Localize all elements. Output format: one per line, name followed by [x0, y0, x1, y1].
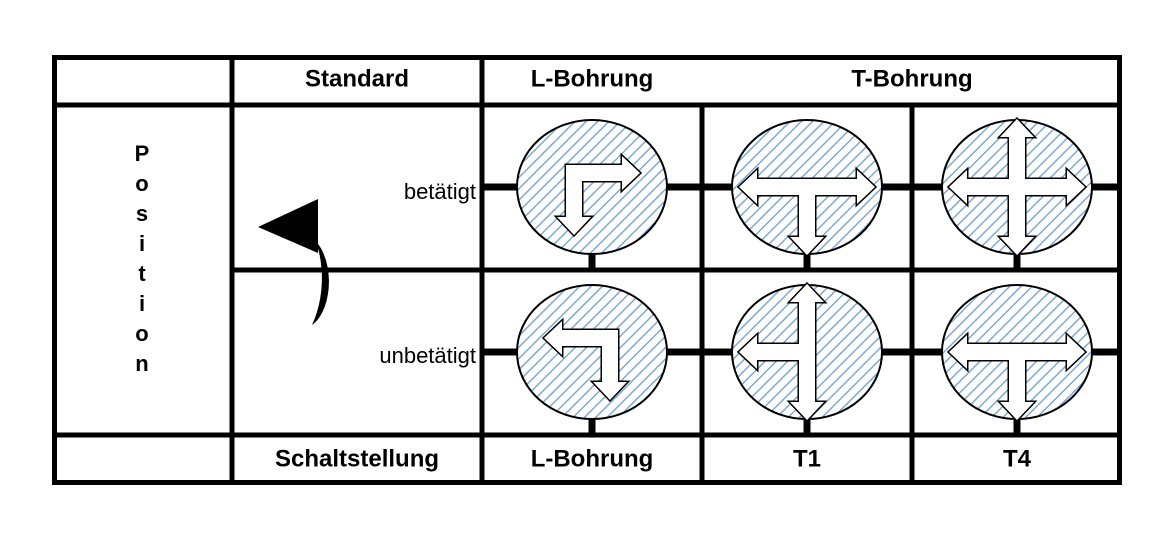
position-letter-6: o	[135, 321, 148, 346]
header-tbohrung: T-Bohrung	[851, 65, 972, 92]
valve-table: Standard L-Bohrung T-Bohrung Schaltstellung…	[52, 55, 1122, 485]
valve-ball-3	[517, 285, 667, 419]
row-label-unbetaetigt: unbetätigt	[379, 343, 476, 368]
footer-lbohrung: L-Bohrung	[531, 445, 654, 472]
rotation-arrow-head	[258, 199, 318, 253]
position-letter-0: P	[135, 141, 150, 166]
position-letter-4: t	[138, 261, 146, 286]
header-lbohrung: L-Bohrung	[531, 65, 654, 92]
position-letter-3: i	[139, 231, 145, 256]
position-letter-1: o	[135, 171, 148, 196]
valve-diagram-svg: Standard L-Bohrung T-Bohrung Schaltstellung…	[52, 55, 1122, 485]
position-letter-2: s	[136, 201, 148, 226]
footer-schaltstellung: Schaltstellung	[275, 445, 439, 472]
row-label-betaetigt: betätigt	[404, 179, 476, 204]
footer-t4: T4	[1003, 445, 1032, 472]
position-letter-7: n	[135, 351, 148, 376]
valve-ball-0	[517, 120, 667, 254]
header-standard: Standard	[305, 65, 409, 92]
position-letter-5: i	[139, 291, 145, 316]
footer-t1: T1	[793, 445, 821, 472]
